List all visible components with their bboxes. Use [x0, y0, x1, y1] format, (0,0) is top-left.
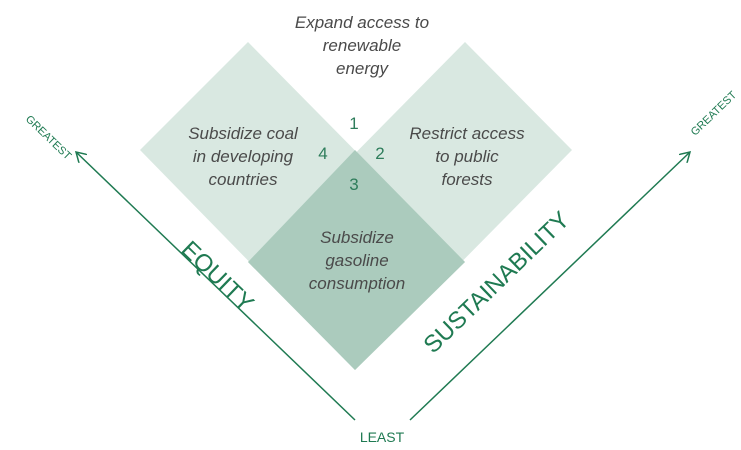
text-line: Expand access to — [295, 13, 429, 32]
text-line: gasoline — [325, 251, 388, 270]
text-line: Restrict access — [409, 124, 525, 143]
overlap-region — [248, 150, 465, 370]
text-line: countries — [209, 170, 278, 189]
bottom-text: 3 Subsidize gasoline consumption — [309, 175, 405, 293]
number: 1 — [349, 114, 358, 133]
left-end-label: GREATEST — [23, 113, 74, 162]
text-line: in developing — [193, 147, 294, 166]
sustainability-arrow — [409, 152, 690, 421]
left-text: Subsidize coal in developing countries 4 — [188, 124, 328, 189]
text-line: to public — [435, 147, 499, 166]
origin-label: LEAST — [360, 429, 405, 445]
number: 4 — [318, 144, 327, 163]
top-text: Expand access to renewable energy 1 — [295, 13, 429, 133]
right-end-label: GREATEST — [689, 89, 740, 138]
text-line: Subsidize — [320, 228, 394, 247]
right-text: Restrict access to public forests 2 — [375, 124, 525, 189]
text-line: renewable — [323, 36, 401, 55]
text-line: energy — [336, 59, 389, 78]
text-line: Subsidize coal — [188, 124, 299, 143]
number: 2 — [375, 144, 384, 163]
text-line: consumption — [309, 274, 405, 293]
equity-arrow — [76, 152, 356, 421]
text-line: forests — [441, 170, 493, 189]
number: 3 — [349, 175, 358, 194]
